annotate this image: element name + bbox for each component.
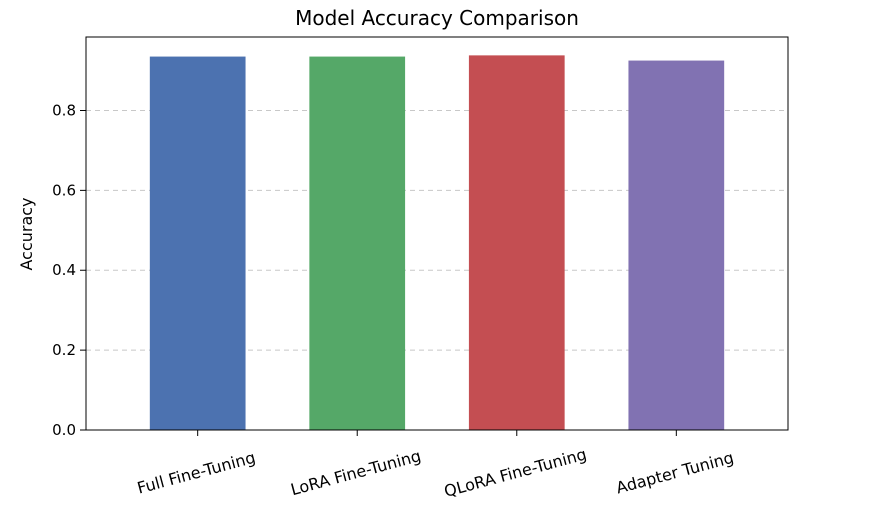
x-tick-label: Adapter Tuning [614, 448, 736, 498]
bar-3 [468, 55, 565, 431]
x-tick-label: LoRA Fine-Tuning [289, 446, 423, 499]
x-tick-label: Full Fine-Tuning [135, 448, 257, 498]
y-tick-label: 0.8 [52, 101, 76, 119]
plot-frame [85, 36, 789, 431]
bar-1 [149, 56, 246, 430]
y-tick-label: 0.4 [52, 261, 76, 279]
y-tick-label: 0.6 [52, 181, 76, 199]
y-tick-label: 0.2 [52, 341, 76, 359]
y-tick-label: 0.0 [52, 421, 76, 439]
bar-2 [309, 56, 406, 430]
y-ticks: 0.0 0.2 0.4 0.6 0.8 [52, 101, 86, 439]
x-tick-label: QLoRA Fine-Tuning [442, 445, 589, 501]
x-ticks: Full Fine-Tuning LoRA Fine-Tuning QLoRA Fi… [135, 430, 736, 501]
bars [149, 55, 725, 431]
chart-title: Model Accuracy Comparison [295, 6, 579, 30]
bar-4 [628, 60, 725, 430]
y-axis-label: Accuracy [17, 197, 36, 270]
